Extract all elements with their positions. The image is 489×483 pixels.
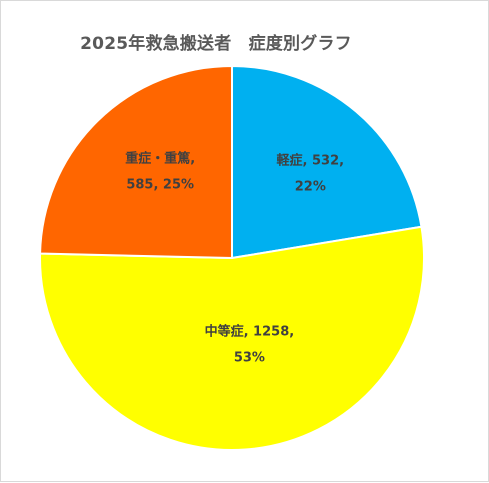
data-label-moderate: 中等症, 1258, 53%	[205, 323, 295, 365]
pie-slice-mild	[231, 64, 423, 260]
data-label-severe: 重症・重篤, 585, 25%	[125, 150, 195, 192]
pie-slice-moderate	[39, 225, 425, 451]
pie-slice-severe	[39, 64, 233, 260]
chart-title: 2025年救急搬送者 症度別グラフ	[80, 34, 352, 54]
data-label-mild: 軽症, 532, 22%	[277, 152, 345, 194]
